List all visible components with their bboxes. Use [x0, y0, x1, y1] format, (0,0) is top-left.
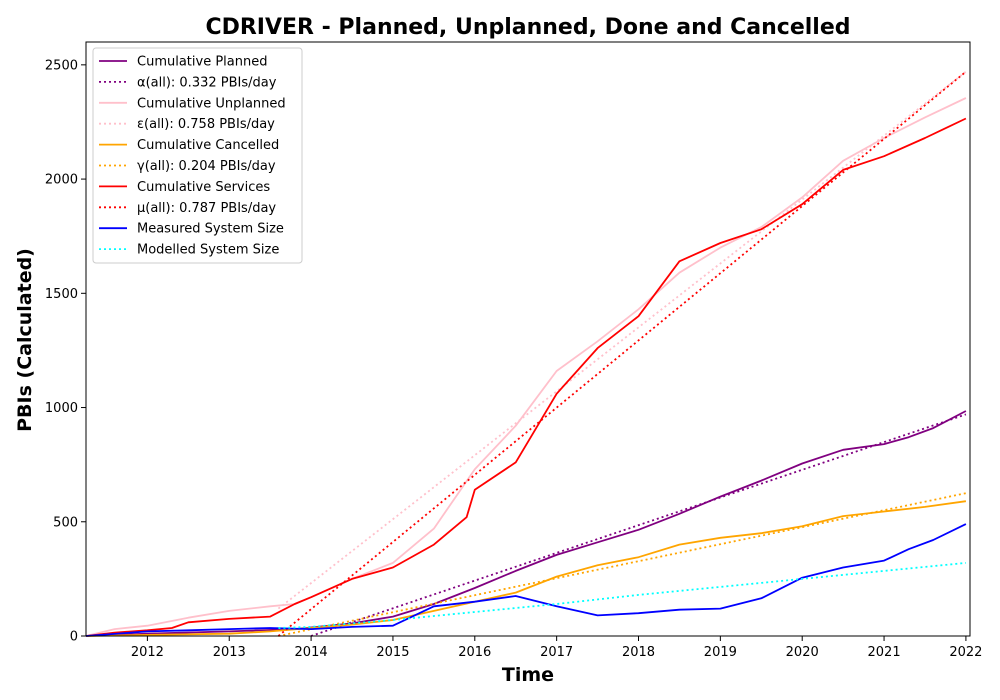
axis-ticks: 2012 2013 2014 2015 2016 2017 2018 2019 2020 2021…: [45, 58, 983, 660]
x-tick-label-5: 2017: [540, 645, 573, 660]
x-tick-label-8: 2020: [786, 645, 819, 660]
y-tick-label-5: 2500: [45, 58, 78, 73]
x-tick-label-0: 2012: [131, 645, 164, 660]
series-line-4: [85, 500, 967, 637]
legend: Cumulative Planned α(all): 0.332 PBIs/day…: [92, 47, 303, 264]
legend-label-2: Cumulative Unplanned: [137, 96, 286, 111]
y-tick-label-1: 500: [53, 515, 78, 530]
series-line-3: [277, 70, 967, 610]
x-tick-label-10: 2022: [949, 645, 982, 660]
series-line-5: [278, 492, 967, 637]
x-tick-label-3: 2015: [376, 645, 409, 660]
series-line-9: [278, 562, 966, 629]
x-tick-label-9: 2021: [868, 645, 901, 660]
plot-frame: [85, 41, 971, 637]
x-tick-label-6: 2018: [622, 645, 655, 660]
y-axis-label: PBIs (Calculated): [14, 248, 36, 432]
series-line-1: [310, 413, 967, 637]
series-line-8: [85, 523, 967, 637]
legend-label-4: Cumulative Cancelled: [137, 138, 279, 153]
y-tick-label-0: 0: [70, 630, 78, 645]
legend-box: [92, 47, 303, 264]
x-tick-label-1: 2013: [213, 645, 246, 660]
legend-label-5: γ(all): 0.204 PBIs/day: [137, 159, 276, 174]
x-axis-label: Time: [502, 664, 554, 686]
legend-label-8: Measured System Size: [137, 222, 284, 237]
plot-area: [85, 70, 967, 637]
series-line-6: [85, 117, 967, 637]
legend-label-6: Cumulative Services: [137, 180, 270, 195]
y-tick-label-4: 2000: [45, 173, 78, 188]
legend-label-0: Cumulative Planned: [137, 55, 267, 70]
series-line-2: [85, 97, 967, 637]
x-tick-label-7: 2019: [704, 645, 737, 660]
legend-label-9: Modelled System Size: [137, 243, 279, 258]
chart-title: CDRIVER - Planned, Unplanned, Done and C…: [205, 15, 850, 40]
series-line-7: [277, 71, 967, 637]
legend-label-3: ε(all): 0.758 PBIs/day: [137, 117, 275, 132]
legend-label-1: α(all): 0.332 PBIs/day: [137, 75, 277, 90]
x-tick-label-4: 2016: [458, 645, 491, 660]
x-tick-label-2: 2014: [295, 645, 328, 660]
legend-label-7: μ(all): 0.787 PBIs/day: [137, 201, 276, 216]
y-tick-label-3: 1500: [45, 287, 78, 302]
y-tick-label-2: 1000: [45, 401, 78, 416]
